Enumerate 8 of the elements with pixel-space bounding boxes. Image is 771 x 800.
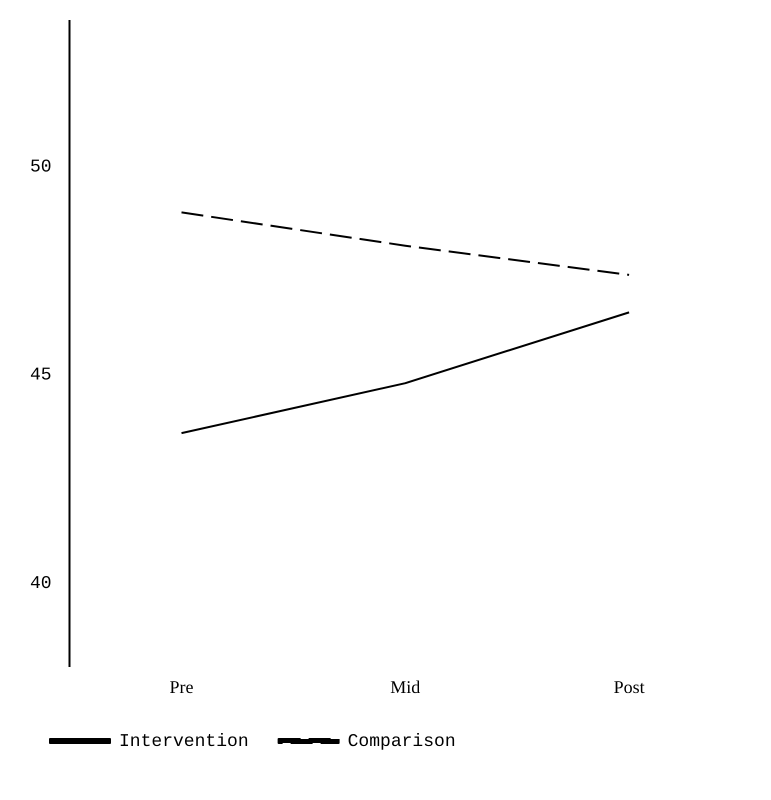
x-tick-label: Pre [170, 676, 194, 697]
x-tick-label: Post [614, 676, 645, 697]
y-tick-label: 50 [30, 157, 52, 178]
legend-label: Intervention [119, 732, 249, 752]
y-tick-label: 40 [30, 574, 52, 594]
y-tick-label: 45 [30, 366, 52, 386]
x-tick-label: Mid [390, 676, 420, 697]
legend-label: Comparison [348, 732, 456, 752]
